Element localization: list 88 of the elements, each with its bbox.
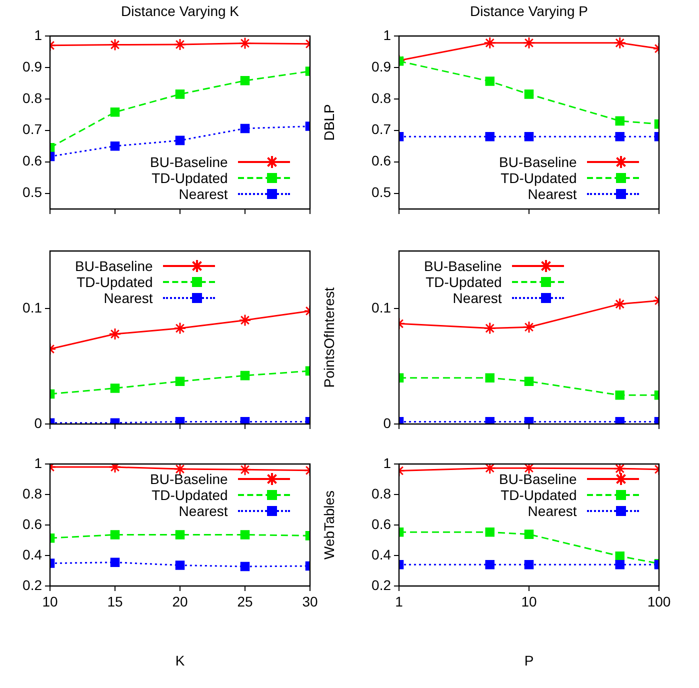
chart-title: Distance Varying K (120, 2, 240, 19)
y-tick-label: 0.7 (22, 121, 42, 138)
legend-label: Nearest (526, 186, 577, 202)
legend-label: Nearest (178, 186, 228, 202)
y-tick-label: 0.9 (22, 58, 42, 74)
legend-label: Nearest (526, 503, 577, 519)
y-tick-label: 0.4 (22, 546, 42, 562)
y-tick-label: 0.5 (22, 184, 42, 200)
y-tick-label: 1 (34, 26, 42, 43)
legend-label: BU-Baseline (75, 258, 153, 274)
point (110, 530, 120, 540)
y-tick-label: 1 (34, 454, 42, 471)
legend-label: BU-Baseline (499, 154, 577, 170)
y-tick-label: 0.8 (22, 485, 42, 502)
y-tick-label: 0.4 (372, 546, 392, 562)
point (240, 530, 250, 540)
legend-label: Nearest (102, 290, 153, 306)
y-tick-label: 0.2 (22, 576, 42, 593)
point (240, 562, 250, 572)
legend-label: Nearest (452, 290, 502, 306)
y-tick-label: 0.9 (372, 58, 392, 74)
y-tick-label: 0.6 (372, 516, 392, 532)
legend-label: BU-Baseline (499, 471, 577, 487)
x-tick-label: 20 (172, 593, 188, 610)
legend-label: Nearest (178, 503, 228, 519)
point (524, 560, 534, 570)
legend-label: TD-Updated (500, 170, 577, 186)
point (524, 530, 534, 539)
x-tick-label: 15 (107, 593, 123, 610)
point (240, 370, 250, 380)
point (174, 322, 186, 335)
y-tick-label: 0.8 (372, 485, 392, 502)
x-tick-label: 25 (237, 593, 253, 610)
y-axis-title: WebTables (320, 490, 337, 560)
y-tick-label: 0.2 (372, 576, 392, 593)
point (108, 328, 122, 340)
point (175, 136, 185, 146)
y-tick-label: 0.5 (372, 184, 392, 200)
y-tick-label: 0.1 (372, 300, 392, 316)
y-tick-label: 0 (383, 414, 392, 431)
point (174, 38, 186, 51)
legend-label: TD-Updated (150, 170, 228, 186)
point (240, 124, 250, 134)
y-tick-label: 0 (34, 414, 42, 431)
point (240, 76, 250, 86)
point (238, 36, 252, 50)
x-axis-title: K (175, 652, 186, 668)
legend-label: BU-Baseline (150, 471, 228, 487)
point (524, 417, 534, 424)
point (238, 314, 252, 326)
point (110, 107, 120, 117)
y-tick-label: 0.8 (22, 90, 42, 106)
y-tick-label: 0.8 (372, 90, 392, 106)
y-tick-label: 0.1 (22, 300, 42, 316)
y-axis-title: PointsOfInterest (320, 287, 337, 388)
point (175, 417, 185, 424)
legend-label: TD-Updated (76, 274, 153, 290)
point (175, 90, 185, 99)
legend-label: BU-Baseline (424, 258, 502, 274)
legend-label: BU-Baseline (150, 154, 228, 170)
point (522, 464, 536, 474)
point (175, 376, 185, 386)
point (175, 530, 185, 540)
legend-label: TD-Updated (500, 487, 577, 503)
point (175, 560, 185, 570)
point (110, 384, 120, 393)
legend-label: TD-Updated (150, 487, 228, 503)
point (240, 417, 250, 424)
x-tick-label: 30 (302, 593, 318, 610)
y-tick-label: 0.6 (372, 152, 392, 169)
x-tick-label: 10 (42, 593, 58, 610)
legend-label: TD-Updated (424, 274, 502, 290)
point (522, 320, 536, 334)
point (110, 558, 120, 567)
x-axis-title: P (524, 652, 534, 668)
point (238, 464, 252, 476)
chart-title: Distance Varying P (470, 2, 588, 19)
x-tick-label: 10 (521, 593, 537, 610)
point (524, 376, 534, 386)
x-tick-label: 1 (395, 593, 404, 610)
point (110, 141, 120, 151)
y-axis-title: DBLP (320, 104, 337, 141)
y-tick-label: 0.6 (22, 152, 42, 169)
y-tick-label: 1 (383, 26, 392, 43)
y-tick-label: 1 (383, 454, 392, 471)
x-tick-label: 100 (647, 593, 671, 610)
y-tick-label: 0.6 (22, 516, 42, 532)
y-tick-label: 0.7 (372, 121, 392, 138)
